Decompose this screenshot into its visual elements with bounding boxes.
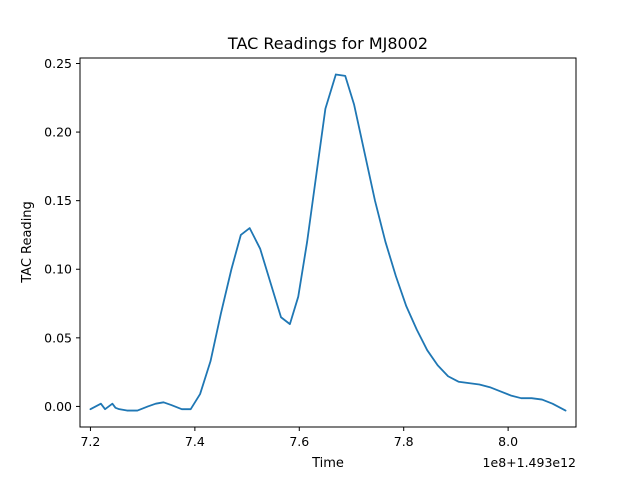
x-axis-ticks: 7.2 7.4 7.6 7.8 8.0	[80, 427, 518, 449]
plot-area	[79, 57, 577, 428]
y-tick-label: 0.25	[44, 56, 72, 71]
chart-title: TAC Readings for MJ8002	[227, 34, 428, 53]
x-tick-label: 7.4	[185, 434, 205, 449]
plot-frame	[79, 57, 577, 428]
y-axis-label: TAC Reading	[20, 201, 35, 284]
x-axis-offset-label: 1e8+1.493e12	[483, 455, 576, 470]
x-tick-label: 7.6	[289, 434, 309, 449]
x-axis-label: Time	[311, 456, 344, 471]
x-tick-label: 7.2	[80, 434, 100, 449]
x-tick-label: 8.0	[498, 434, 518, 449]
y-tick-label: 0.05	[44, 330, 72, 345]
y-tick-label: 0.15	[44, 193, 72, 208]
series-line-0	[89, 73, 567, 412]
x-tick-label: 7.8	[394, 434, 414, 449]
y-tick-label: 0.20	[44, 125, 72, 140]
y-tick-label: 0.10	[44, 262, 72, 277]
y-tick-label: 0.00	[44, 399, 72, 414]
y-axis-ticks: 0.00 0.05 0.10 0.15 0.20 0.25	[44, 56, 80, 414]
